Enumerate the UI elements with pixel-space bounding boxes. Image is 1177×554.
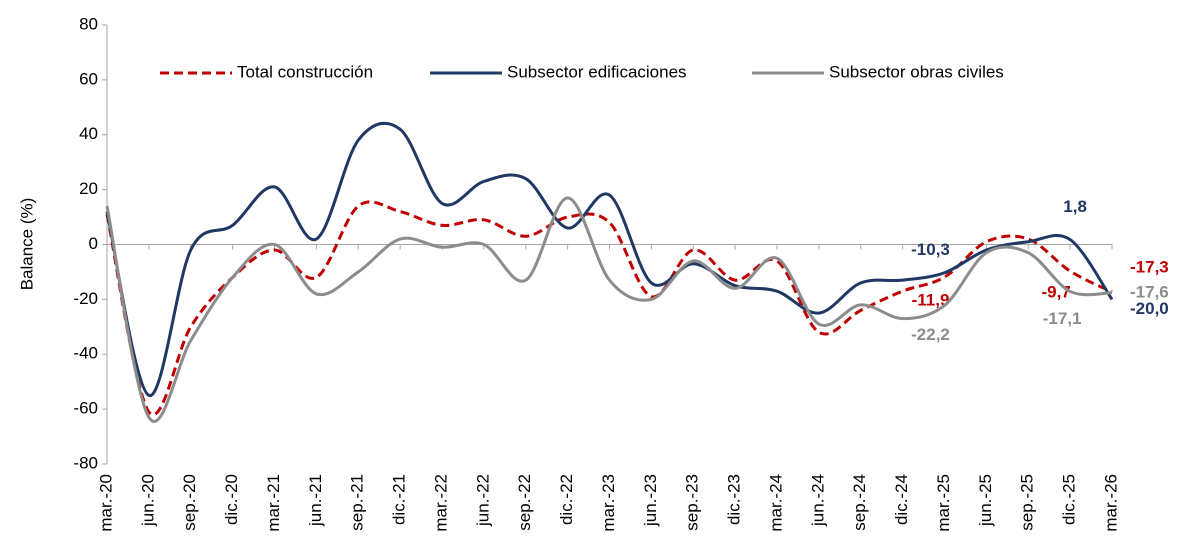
value-label: 1,8 [1063, 197, 1087, 216]
legend-label: Subsector obras civiles [829, 62, 1004, 81]
x-tick-label: dic.-20 [222, 474, 241, 525]
x-tick-label: mar.-22 [431, 474, 450, 532]
y-tick-label: 20 [79, 179, 98, 198]
series-line [105, 196, 1113, 423]
value-label: -10,3 [911, 240, 950, 259]
x-tick-label: mar.-21 [264, 474, 283, 532]
x-tick-label: jun.-20 [138, 474, 157, 527]
y-tick-label: 60 [79, 69, 98, 88]
x-tick-label: sep.-23 [683, 474, 702, 531]
x-tick-label: mar.-25 [934, 474, 953, 532]
x-tick-label: jun.-22 [473, 474, 492, 527]
y-tick-label: -60 [73, 399, 98, 418]
y-tick-label: -40 [73, 344, 98, 363]
series-line [105, 200, 1113, 417]
x-tick-label: jun.-21 [306, 474, 325, 527]
value-label: -17,6 [1130, 282, 1169, 301]
x-tick-label: mar.-23 [599, 474, 618, 532]
value-label: -22,2 [911, 325, 950, 344]
x-tick-label: dic.-25 [1060, 474, 1079, 525]
value-label: -20,0 [1130, 299, 1169, 318]
x-tick-label: dic.-22 [557, 474, 576, 525]
x-tick-label: mar.-24 [766, 474, 785, 532]
x-tick-label: dic.-21 [390, 474, 409, 525]
y-tick-label: 0 [89, 234, 98, 253]
y-axis-label: Balance (%) [17, 198, 36, 291]
x-tick-label: sep.-20 [180, 474, 199, 531]
y-tick-label: 40 [79, 124, 98, 143]
x-tick-label: mar.-26 [1101, 474, 1120, 532]
x-tick-label: mar.-20 [96, 474, 115, 532]
x-tick-label: sep.-22 [515, 474, 534, 531]
x-tick-label: jun.-23 [641, 474, 660, 527]
x-tick-label: sep.-21 [348, 474, 367, 531]
value-label: -9,7 [1041, 283, 1070, 302]
series-line [105, 121, 1114, 397]
x-tick-label: dic.-23 [725, 474, 744, 525]
x-tick-label: jun.-24 [808, 474, 827, 527]
value-label: -17,1 [1043, 309, 1082, 328]
y-tick-label: -20 [73, 289, 98, 308]
value-label: -11,9 [912, 291, 950, 310]
x-tick-label: sep.-25 [1018, 474, 1037, 531]
y-tick-label: -80 [73, 453, 98, 472]
x-tick-label: sep.-24 [850, 474, 869, 531]
x-tick-label: dic.-24 [892, 474, 911, 525]
y-tick-label: 80 [79, 14, 98, 33]
legend-label: Total construcción [237, 62, 373, 81]
x-tick-label: jun.-25 [976, 474, 995, 527]
value-label: -17,3 [1130, 257, 1169, 276]
legend-label: Subsector edificaciones [507, 62, 687, 81]
